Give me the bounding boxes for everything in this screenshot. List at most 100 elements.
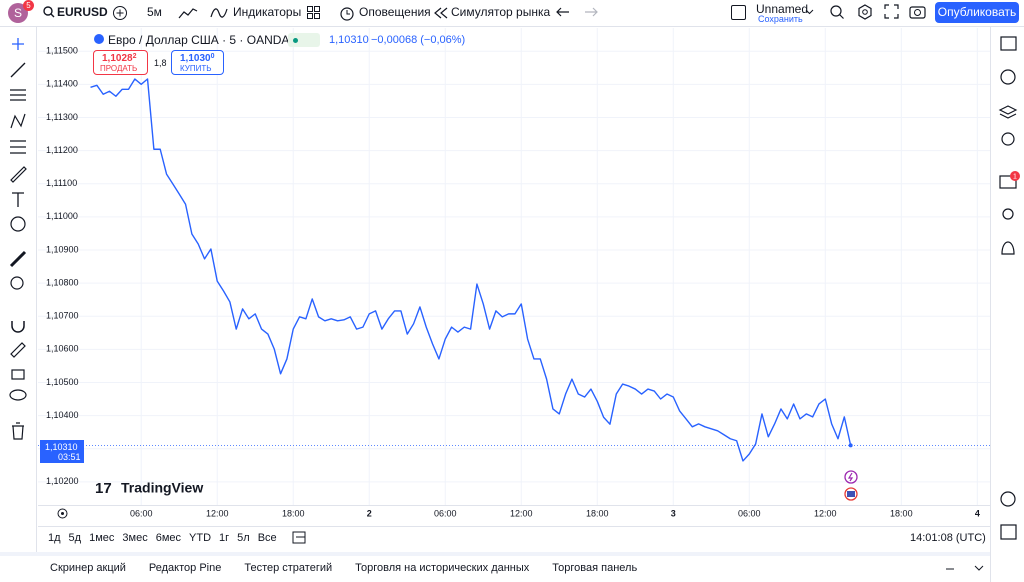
range-button[interactable]: 1мес: [89, 532, 115, 544]
status-pill[interactable]: [288, 33, 320, 47]
search-icon: [43, 6, 55, 18]
event-icon[interactable]: [844, 470, 858, 484]
indicators-icon: [210, 8, 228, 18]
trendline-tool[interactable]: [10, 62, 26, 78]
text-tool[interactable]: [12, 192, 24, 207]
redo-icon[interactable]: [584, 6, 598, 18]
buy-button[interactable]: [171, 50, 224, 75]
countdown: 03:51: [58, 452, 81, 462]
layout-name[interactable]: Unnamed: [756, 2, 809, 16]
x-tick-label: 06:00: [738, 508, 761, 518]
y-tick-label: 1,10500: [46, 377, 79, 387]
fullscreen-icon[interactable]: [884, 4, 899, 19]
fib-tool[interactable]: [10, 89, 26, 101]
separator: [36, 27, 37, 552]
sell-pip: 2: [132, 53, 137, 60]
symbol-logo: [94, 34, 104, 44]
alerts-button[interactable]: [1000, 69, 1016, 85]
alerts[interactable]: Оповещения: [359, 5, 431, 19]
publish-button[interactable]: Опубликовать: [935, 2, 1019, 23]
x-tick-label: 06:00: [434, 508, 457, 518]
footer-tab[interactable]: Редактор Pine: [148, 562, 222, 574]
layers-button[interactable]: [998, 105, 1018, 119]
y-tick-label: 1,11300: [46, 112, 78, 122]
range-button[interactable]: YTD: [189, 532, 212, 544]
legend-title: Евро / Доллар США · 5 · OANDA: [108, 33, 290, 47]
range-button[interactable]: 5д: [68, 532, 82, 544]
footer-tab[interactable]: Торговая панель: [552, 562, 638, 574]
zoom-tool[interactable]: [10, 276, 24, 290]
watchlist-button[interactable]: [1000, 36, 1017, 51]
brush-tool[interactable]: [10, 166, 27, 183]
x-tick-label: 12:00: [206, 508, 229, 518]
save[interactable]: Сохранить: [758, 14, 803, 24]
stream-button[interactable]: [1002, 208, 1014, 220]
goto-date-icon[interactable]: [292, 530, 308, 545]
logo: TradingView: [121, 480, 203, 496]
logo-mark: 17: [95, 480, 112, 497]
range-button[interactable]: Все: [257, 532, 277, 544]
legend-price: 1,10310: [329, 34, 369, 46]
separator: [38, 505, 990, 506]
separator: [38, 526, 990, 527]
x-tick-label: 06:00: [130, 508, 153, 518]
last-price-badge: [40, 440, 84, 463]
separator: [0, 26, 1024, 27]
footer-tab[interactable]: Скринер акций: [50, 562, 126, 574]
footer-tab[interactable]: Торговля на исторических данных: [355, 562, 530, 574]
compare-icon[interactable]: [112, 5, 128, 21]
remove-tool[interactable]: [12, 422, 24, 440]
ideas-button[interactable]: [1001, 132, 1015, 146]
panel-controls[interactable]: [945, 564, 985, 574]
y-tick-label: 1,10700: [46, 311, 79, 321]
lock-tool[interactable]: [11, 369, 25, 380]
chevron[interactable]: [805, 9, 814, 15]
grid: [38, 28, 990, 505]
x-tick-label: 12:00: [510, 508, 533, 518]
last-price: 1,10310: [45, 442, 78, 452]
chat-button[interactable]: [999, 175, 1017, 189]
range-button[interactable]: 5л: [237, 532, 250, 544]
chart-type-icon[interactable]: [178, 6, 198, 20]
footer-tab[interactable]: Тестер стратегий: [244, 562, 333, 574]
indicators[interactable]: Индикаторы: [233, 5, 302, 19]
last-point: [848, 443, 853, 448]
buy-price: 1,1030: [180, 53, 211, 64]
calendar-button[interactable]: [1000, 524, 1017, 540]
snapshot-icon[interactable]: [909, 4, 926, 19]
x-tick-label: 3: [671, 508, 676, 518]
symbol[interactable]: EURUSD: [57, 5, 108, 19]
quick-search-icon[interactable]: [829, 4, 845, 20]
range-button[interactable]: 1г: [219, 532, 230, 544]
hide-tool[interactable]: [9, 389, 27, 401]
range-button[interactable]: 6мес: [155, 532, 182, 544]
y-tick-label: 1,11000: [46, 211, 78, 221]
replay[interactable]: Симулятор рынка: [451, 5, 551, 19]
y-tick-label: 1,11200: [46, 145, 78, 155]
icon-tool[interactable]: [10, 216, 26, 232]
stay-drawing-tool[interactable]: [10, 342, 26, 358]
undo-icon[interactable]: [556, 6, 570, 18]
target-button[interactable]: [1000, 491, 1016, 507]
magnet-tool[interactable]: [11, 321, 25, 333]
clock[interactable]: 14:01:08 (UTC): [910, 532, 986, 544]
y-tick-label: 1,11500: [46, 46, 78, 56]
timezone-icon[interactable]: [57, 508, 68, 519]
layout-icon[interactable]: [307, 6, 320, 19]
sell-button[interactable]: [93, 50, 148, 75]
ruler-tool[interactable]: [9, 250, 27, 268]
interval[interactable]: 5м: [147, 5, 162, 19]
pattern-tool[interactable]: [10, 113, 26, 129]
footer-tabs: Скринер акций Редактор Pine Тестер стратег…: [50, 562, 660, 574]
crosshair-tool[interactable]: [12, 38, 24, 50]
buy-label: КУПИТЬ: [180, 64, 212, 73]
settings-icon[interactable]: [857, 4, 873, 20]
checkbox[interactable]: [731, 5, 746, 20]
range-button[interactable]: 1д: [48, 532, 61, 544]
y-tick-label: 1,10200: [46, 476, 79, 486]
x-tick-label: 4: [975, 508, 980, 518]
projection-tool[interactable]: [10, 140, 26, 154]
drawing-toolbar: [9, 38, 27, 440]
notifications-button[interactable]: [1001, 241, 1015, 255]
range-button[interactable]: 3мес: [122, 532, 148, 544]
